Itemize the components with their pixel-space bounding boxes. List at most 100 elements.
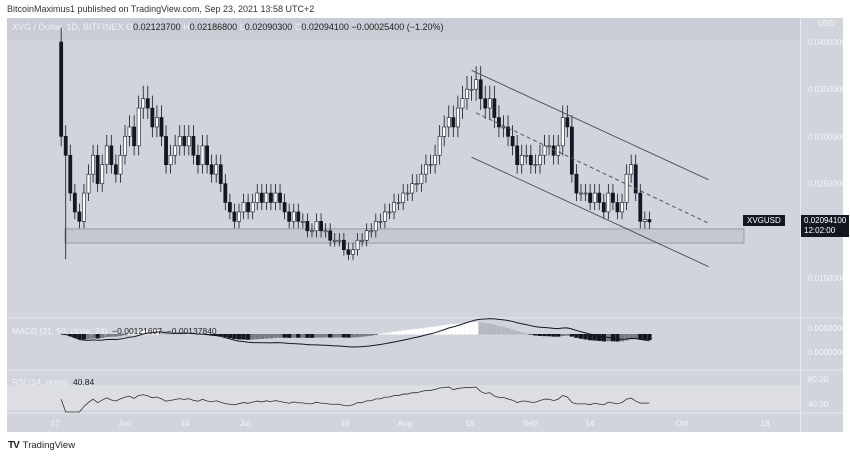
macd-histogram-bar	[478, 322, 483, 335]
candle-down	[647, 219, 652, 223]
macd-histogram-bar	[359, 334, 365, 337]
macd-histogram-bar	[373, 334, 378, 335]
candle-up	[332, 239, 337, 242]
candle-down	[638, 192, 643, 222]
candle-up	[241, 202, 246, 213]
candle-down	[597, 192, 602, 203]
candle-down	[611, 192, 615, 203]
candle-up	[387, 211, 392, 214]
macd-histogram-bar	[400, 330, 406, 335]
macd-histogram-bar	[109, 334, 114, 337]
rsi-legend: RSI (14, close) 40.84	[12, 377, 95, 387]
macd-histogram-bar	[245, 334, 251, 340]
macd-histogram-bar	[642, 334, 648, 340]
macd-histogram-bar	[592, 334, 597, 341]
macd-histogram-bar	[77, 334, 82, 340]
macd-histogram-bar	[209, 334, 214, 336]
candle-up	[104, 145, 109, 166]
candle-up	[118, 154, 123, 175]
candle-down	[259, 192, 264, 203]
candle-down	[227, 202, 232, 213]
support-zone	[64, 228, 745, 244]
candle-down	[451, 117, 456, 128]
candle-up	[460, 98, 465, 109]
macd-histogram-bar	[410, 329, 415, 335]
channel-lower-line	[471, 156, 709, 268]
macd-histogram-bar	[437, 325, 442, 335]
candle-up	[519, 154, 524, 166]
candle-up	[560, 117, 565, 147]
candle-down	[191, 136, 196, 156]
candle-up	[214, 164, 219, 175]
macd-histogram-bar	[95, 334, 100, 339]
macd-histogram-bar	[423, 327, 429, 335]
candle-down	[528, 154, 533, 166]
candle-down	[601, 202, 606, 213]
macd-histogram-bar	[232, 334, 237, 339]
candle-up	[606, 192, 611, 213]
candle-down	[113, 164, 118, 175]
candle-up	[136, 107, 141, 147]
macd-histogram-bar	[291, 334, 296, 338]
macd-histogram-bar	[514, 331, 520, 335]
macd-histogram-bar	[519, 332, 524, 335]
macd-histogram-bar	[487, 323, 492, 335]
candle-up	[428, 164, 433, 167]
chart-canvas[interactable]: 0.04000000 0.03500000 0.03000000 0.02500000…	[7, 18, 843, 432]
bar-countdown: 12:02:00	[804, 226, 836, 235]
macd-histogram-bar	[296, 334, 301, 338]
candle-down	[565, 117, 570, 128]
candle-down	[633, 164, 638, 194]
macd-histogram-bar	[633, 334, 638, 340]
candle-down	[205, 145, 209, 166]
macd-histogram-bar	[127, 333, 132, 335]
candle-up	[424, 164, 428, 175]
macd-histogram-bar	[273, 334, 278, 338]
last-price-label: 0.02094100 12:02:00	[801, 215, 850, 237]
candle-up	[474, 79, 479, 90]
candle-up	[264, 192, 269, 203]
macd-histogram-bar	[223, 334, 228, 338]
macd-histogram-bar	[569, 334, 575, 337]
candle-up	[291, 211, 296, 222]
macd-histogram-bar	[546, 334, 552, 337]
symbol-label[interactable]: XVG / Dollar, 1D, BITFINEX	[12, 22, 124, 32]
candle-down	[515, 145, 520, 166]
candle-down	[346, 249, 351, 255]
candle-up	[487, 98, 492, 109]
low-value: 0.02090300	[244, 22, 293, 32]
macd-histogram-bar	[460, 322, 465, 335]
macd-histogram-bar	[136, 332, 141, 335]
candle-up	[373, 221, 378, 232]
chart-area[interactable]: 0.04000000 0.03500000 0.03000000 0.02500000…	[7, 18, 843, 432]
candle-down	[287, 211, 292, 222]
candle-up	[173, 145, 178, 156]
candle-down	[506, 126, 510, 137]
macd-histogram-bar	[318, 334, 324, 338]
change-value: −0.00025400 (−1.20%)	[351, 22, 444, 32]
macd-histogram-bar	[565, 334, 570, 336]
candle-up	[200, 145, 205, 166]
price-tick: 0.03500000	[808, 85, 843, 94]
macd-histogram-bar	[236, 334, 242, 340]
macd-histogram-bar	[332, 334, 337, 338]
tradingview-logo[interactable]: TV TradingView	[8, 440, 76, 451]
candle-up	[82, 192, 86, 222]
candle-down	[246, 202, 251, 213]
candle-up	[86, 173, 91, 194]
candle-up	[314, 221, 319, 232]
macd-histogram-bar	[369, 334, 374, 336]
candle-up	[446, 117, 451, 128]
rsi-line	[60, 386, 650, 413]
candle-up	[310, 230, 314, 233]
candle-up	[168, 154, 173, 166]
ohlc-legend: XVG / Dollar, 1D, BITFINEX O0.02123700 H…	[12, 22, 444, 32]
macd-histogram-bar	[68, 334, 73, 337]
macd-histogram-bar	[619, 334, 625, 342]
candle-up	[538, 154, 542, 166]
macd-histogram-bar	[300, 334, 306, 338]
candle-up	[414, 183, 419, 185]
time-tick: 14	[181, 419, 190, 428]
time-tick: Oct	[676, 419, 689, 428]
candle-down	[63, 136, 68, 156]
